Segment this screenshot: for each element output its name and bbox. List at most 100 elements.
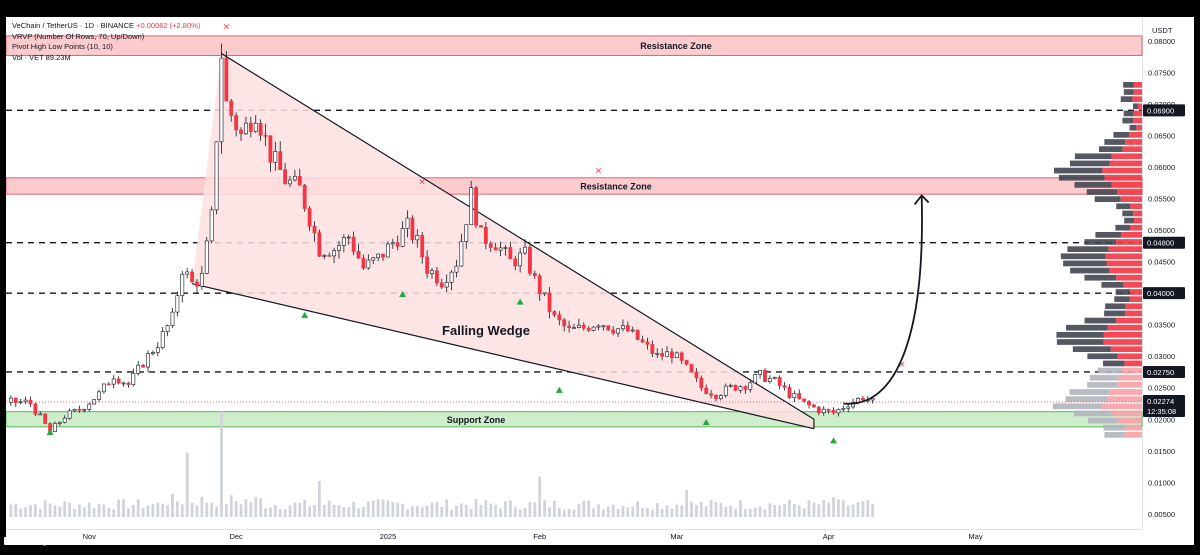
volume-bar	[504, 501, 507, 517]
volume-bar	[161, 503, 165, 517]
volume-bar	[464, 505, 468, 517]
volume-bar	[19, 508, 23, 517]
volume-bar	[479, 504, 483, 517]
volume-profile-up	[1095, 232, 1122, 238]
wedge-lower-line[interactable]	[191, 283, 815, 430]
candle-body	[400, 228, 405, 247]
zone-label: Resistance Zone	[640, 41, 712, 51]
candle-body	[53, 423, 57, 432]
volume-profile-down	[1133, 89, 1142, 95]
legend-symbol[interactable]: VeChain / TetherUS · 1D · BINANCE	[12, 21, 134, 30]
candle-body	[508, 247, 513, 260]
candle-body	[180, 273, 185, 296]
volume-bar	[205, 502, 209, 517]
price-chart[interactable]: USDT0.080000.075000.070000.065000.060000…	[6, 17, 1194, 545]
candle-body	[841, 408, 846, 410]
y-tick-label: 0.03500	[1148, 321, 1175, 330]
candle-body	[792, 393, 797, 398]
legend-indicator-pivots[interactable]: Pivot High Low Points (10, 10)	[12, 42, 113, 51]
volume-profile-down	[1133, 82, 1142, 88]
volume-profile-down	[1118, 374, 1142, 381]
wedge-upper-line[interactable]	[221, 53, 815, 420]
volume-bar	[665, 505, 669, 517]
volume-bar	[832, 497, 835, 517]
volume-profile-down	[1137, 103, 1142, 110]
volume-bar	[695, 504, 698, 517]
candle-body	[13, 397, 18, 404]
volume-bar	[63, 501, 67, 517]
volume-bar	[9, 504, 13, 517]
volume-bar	[827, 502, 831, 517]
volume-bar	[788, 500, 791, 517]
legend-indicator-volume[interactable]: Vol · VET 89.23M	[12, 52, 71, 62]
volume-profile-up	[1104, 310, 1125, 317]
price-axis-unit: USDT	[1152, 26, 1173, 35]
volume-profile-up	[1097, 367, 1123, 374]
volume-bar	[185, 452, 189, 517]
candle-body	[8, 397, 13, 403]
volume-bar	[254, 496, 258, 517]
price-axis[interactable]	[1142, 17, 1194, 545]
volume-profile-down	[1132, 96, 1142, 102]
resistance-zone[interactable]	[6, 177, 1143, 195]
candle-body	[312, 225, 317, 233]
candle-body	[528, 246, 532, 274]
candle-body	[146, 353, 150, 368]
volume-profile-up	[1103, 424, 1125, 431]
candle-body	[469, 187, 474, 226]
volume-bar	[347, 507, 351, 517]
volume-bar	[92, 508, 96, 517]
candle-body	[219, 57, 224, 143]
candle-body	[381, 253, 385, 258]
volume-profile-up	[1094, 196, 1121, 202]
candle-body	[420, 235, 425, 258]
volume-profile-up	[1122, 117, 1134, 124]
legend-indicator-vrvp[interactable]: VRVP (Number Of Rows, 70, Up/Down)	[12, 31, 145, 41]
volume-bar	[371, 500, 375, 517]
y-tick-label: 0.08000	[1148, 37, 1175, 46]
y-tick-label: 0.04500	[1148, 258, 1175, 267]
candle-body	[244, 122, 248, 135]
volume-bar	[210, 502, 214, 517]
tradingview-logo[interactable]: TradingView	[4, 534, 94, 548]
volume-bar	[601, 509, 605, 517]
volume-bar	[425, 505, 429, 517]
current-price-box	[1143, 394, 1185, 417]
volume-bar	[166, 505, 169, 517]
volume-profile-down	[1133, 210, 1142, 217]
candle-body	[812, 404, 816, 408]
pivot-low-marker	[830, 437, 838, 444]
volume-bar	[249, 501, 253, 517]
volume-bar	[175, 501, 179, 517]
volume-bar	[440, 506, 444, 517]
falling-wedge-area	[192, 53, 814, 429]
resistance-zone[interactable]	[6, 35, 1143, 56]
candle-body	[542, 292, 547, 295]
candle-body	[18, 401, 23, 404]
volume-profile-up	[1123, 82, 1134, 88]
candle-body	[513, 258, 518, 267]
volume-bar	[445, 499, 449, 517]
volume-profile-up	[1089, 374, 1119, 381]
price-label: 0.06900	[1147, 106, 1174, 115]
candle-body	[337, 245, 341, 251]
candle-body	[341, 237, 346, 246]
volume-bar	[102, 504, 106, 517]
candle-body	[434, 270, 439, 284]
pivot-low-marker	[555, 386, 563, 393]
candle-body	[537, 275, 542, 295]
pivot-low-marker	[301, 311, 309, 318]
falling-wedge-label[interactable]: Falling Wedge	[442, 323, 530, 338]
volume-bar	[494, 504, 498, 517]
support-zone[interactable]	[6, 411, 1143, 428]
volume-profile-up	[1124, 217, 1134, 224]
volume-bar	[327, 500, 331, 517]
volume-bar	[758, 506, 762, 517]
candle-body	[82, 409, 87, 411]
volume-bar	[548, 507, 551, 517]
price-label-box	[1143, 104, 1185, 117]
volume-bar	[773, 505, 777, 517]
candle-body	[547, 292, 552, 312]
candle-body	[165, 325, 170, 332]
volume-bar	[459, 503, 463, 517]
